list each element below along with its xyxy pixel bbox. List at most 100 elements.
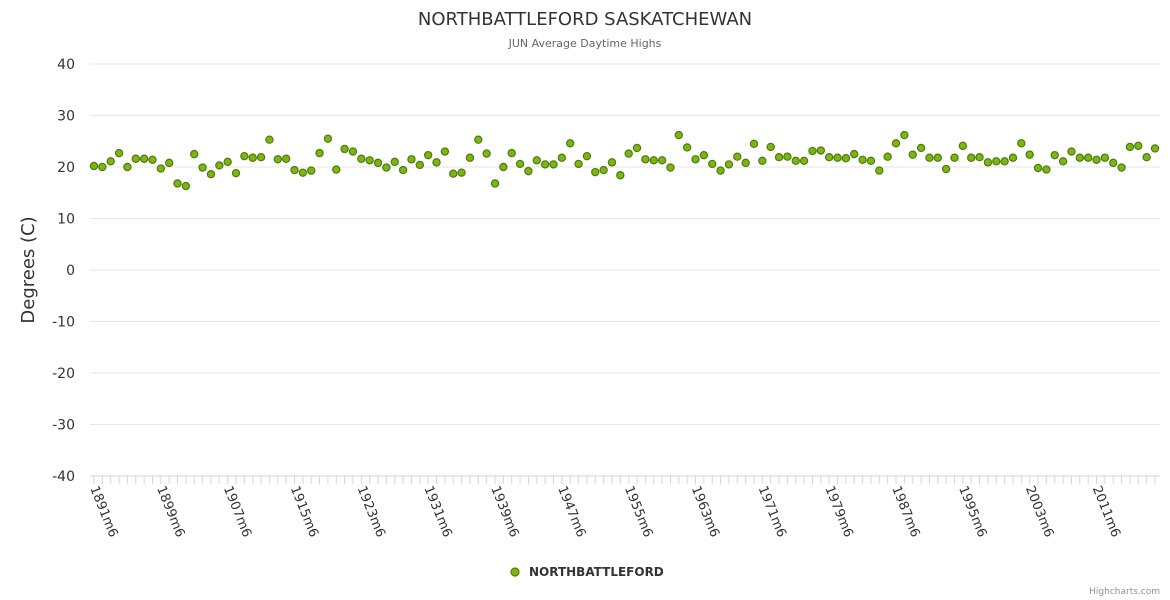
data-point[interactable] <box>1083 153 1093 162</box>
data-point[interactable] <box>599 165 608 175</box>
data-point[interactable] <box>390 157 399 167</box>
data-point[interactable] <box>549 160 558 169</box>
data-point[interactable] <box>131 154 140 163</box>
data-point[interactable] <box>490 179 500 188</box>
data-point[interactable] <box>875 166 884 175</box>
data-point[interactable] <box>248 153 257 162</box>
data-point[interactable] <box>106 157 115 166</box>
data-point[interactable] <box>975 153 984 162</box>
data-point[interactable] <box>265 135 274 144</box>
data-point[interactable] <box>649 156 658 165</box>
data-point[interactable] <box>173 179 182 188</box>
data-point[interactable] <box>641 155 650 164</box>
data-point[interactable] <box>240 151 249 161</box>
data-point[interactable] <box>657 156 667 165</box>
data-point[interactable] <box>699 150 709 160</box>
data-point[interactable] <box>315 148 324 158</box>
data-point[interactable] <box>465 153 475 162</box>
data-point[interactable] <box>181 181 191 191</box>
data-point[interactable] <box>156 164 166 173</box>
data-point[interactable] <box>1033 163 1043 173</box>
data-point[interactable] <box>515 159 525 169</box>
data-point[interactable] <box>298 168 308 177</box>
data-point[interactable] <box>582 151 592 161</box>
data-point[interactable] <box>850 149 859 159</box>
data-point[interactable] <box>808 146 817 156</box>
data-point[interactable] <box>323 134 333 143</box>
data-point[interactable] <box>841 154 851 163</box>
data-point[interactable] <box>616 171 625 180</box>
data-point[interactable] <box>1117 163 1126 172</box>
data-point[interactable] <box>565 139 575 148</box>
data-point[interactable] <box>532 156 541 165</box>
data-point[interactable] <box>1125 142 1135 152</box>
data-point[interactable] <box>432 158 441 167</box>
data-point[interactable] <box>624 149 633 158</box>
data-point[interactable] <box>190 149 199 159</box>
data-point[interactable] <box>273 155 282 164</box>
data-point[interactable] <box>89 161 99 171</box>
data-point[interactable] <box>958 141 968 151</box>
data-point[interactable] <box>682 143 692 152</box>
data-point[interactable] <box>98 162 107 172</box>
data-point[interactable] <box>816 146 826 155</box>
data-point[interactable] <box>891 139 901 148</box>
data-point[interactable] <box>206 170 216 179</box>
credits-link[interactable]: Highcharts.com <box>1089 587 1160 597</box>
data-point[interactable] <box>1142 153 1151 162</box>
data-point[interactable] <box>365 156 374 165</box>
data-point[interactable] <box>950 153 959 162</box>
data-point[interactable] <box>148 155 157 164</box>
data-point[interactable] <box>866 156 876 166</box>
data-point[interactable] <box>373 158 383 168</box>
data-point[interactable] <box>908 150 917 159</box>
data-point[interactable] <box>215 161 224 170</box>
data-point[interactable] <box>457 168 466 177</box>
data-point[interactable] <box>223 157 232 167</box>
data-point[interactable] <box>733 152 742 161</box>
data-point[interactable] <box>916 143 926 153</box>
data-point[interactable] <box>340 144 349 154</box>
data-point[interactable] <box>824 153 834 162</box>
data-point[interactable] <box>256 153 266 162</box>
data-point[interactable] <box>983 158 993 167</box>
data-point[interactable] <box>741 158 750 168</box>
data-point[interactable] <box>499 162 508 172</box>
data-point[interactable] <box>666 163 675 172</box>
data-point[interactable] <box>858 155 867 164</box>
data-point[interactable] <box>139 154 149 163</box>
data-point[interactable] <box>766 142 775 152</box>
legend[interactable]: NORTHBATTLEFORD <box>510 565 664 579</box>
data-point[interactable] <box>1050 150 1059 160</box>
data-point[interactable] <box>1025 150 1034 159</box>
data-point[interactable] <box>557 153 567 162</box>
data-point[interactable] <box>724 160 734 169</box>
data-point[interactable] <box>674 130 684 140</box>
data-point[interactable] <box>407 155 416 164</box>
data-point[interactable] <box>449 169 458 178</box>
data-point[interactable] <box>1134 141 1143 151</box>
legend-label[interactable]: NORTHBATTLEFORD <box>529 565 664 579</box>
data-point[interactable] <box>632 143 642 153</box>
data-point[interactable] <box>783 152 792 161</box>
data-point[interactable] <box>774 153 784 162</box>
data-point[interactable] <box>440 147 450 156</box>
data-point[interactable] <box>474 135 483 144</box>
data-point[interactable] <box>290 165 299 175</box>
data-point[interactable] <box>524 166 533 176</box>
data-point[interactable] <box>799 156 809 166</box>
data-point[interactable] <box>1092 155 1101 164</box>
data-point[interactable] <box>415 160 425 170</box>
data-point[interactable] <box>574 159 583 169</box>
data-point[interactable] <box>1075 153 1085 162</box>
data-point[interactable] <box>716 166 725 175</box>
data-point[interactable] <box>941 164 951 174</box>
data-point[interactable] <box>482 149 491 158</box>
data-point[interactable] <box>967 153 976 162</box>
data-point[interactable] <box>1017 139 1026 148</box>
data-point[interactable] <box>348 147 358 156</box>
data-point[interactable] <box>708 159 717 169</box>
data-point[interactable] <box>691 155 700 164</box>
data-point[interactable] <box>1058 157 1068 166</box>
data-point[interactable] <box>607 158 617 167</box>
